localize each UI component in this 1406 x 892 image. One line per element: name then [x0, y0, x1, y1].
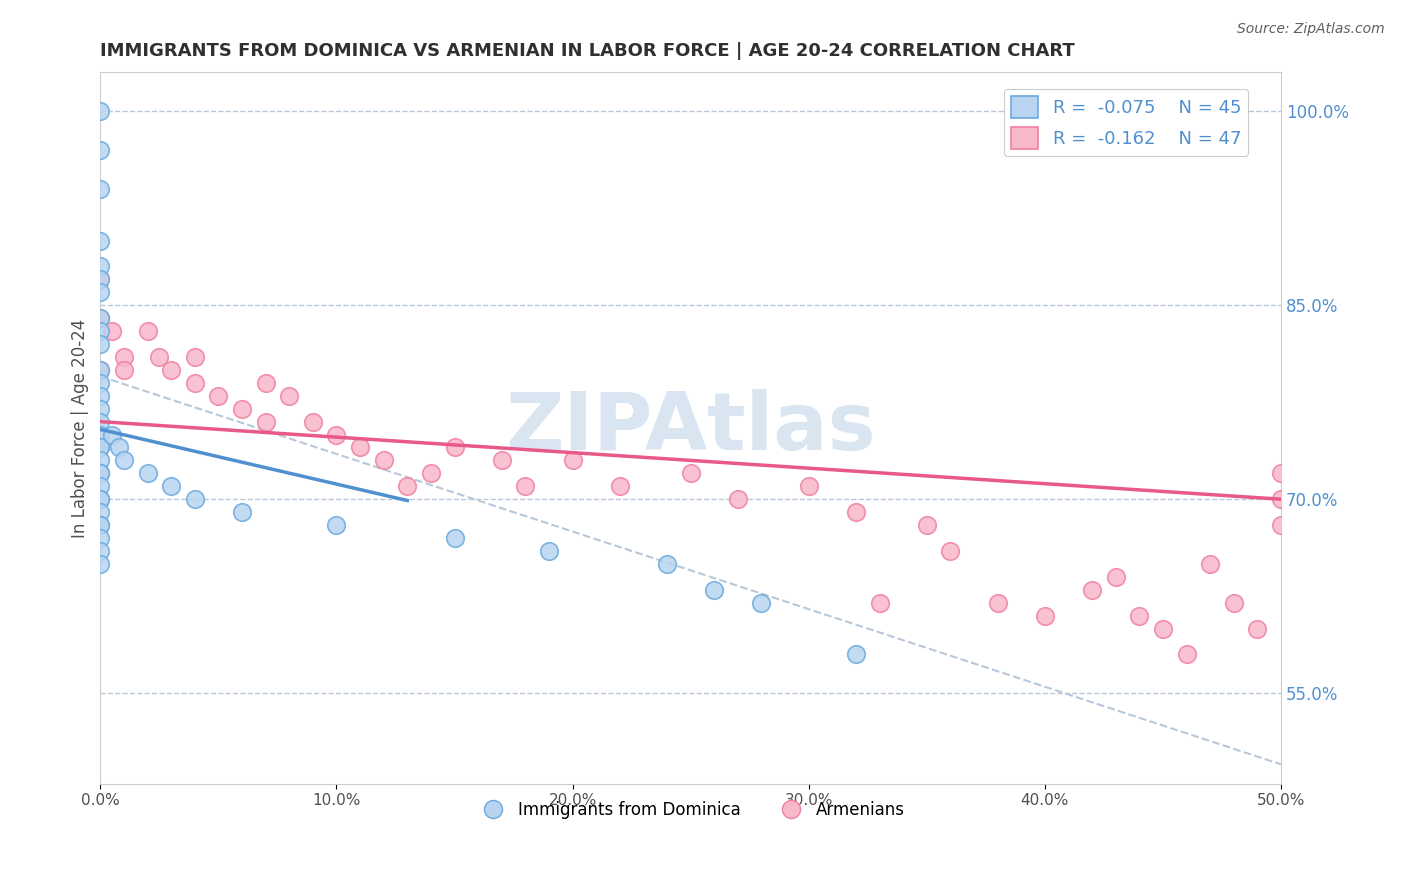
Point: [89, 492, 111, 507]
Point: [89, 441, 111, 455]
Point: [915, 518, 938, 533]
Point: [679, 467, 702, 481]
Point: [89, 260, 111, 274]
Point: [89, 272, 111, 286]
Text: ZIPAtlas: ZIPAtlas: [505, 389, 876, 467]
Point: [1246, 622, 1268, 636]
Point: [349, 441, 371, 455]
Point: [89, 427, 111, 442]
Point: [396, 479, 419, 493]
Point: [184, 492, 207, 507]
Point: [108, 441, 131, 455]
Point: [1222, 596, 1244, 610]
Point: [491, 453, 513, 467]
Point: [254, 376, 277, 390]
Point: [89, 337, 111, 351]
Legend: Immigrants from Dominica, Armenians: Immigrants from Dominica, Armenians: [470, 794, 911, 825]
Point: [89, 389, 111, 403]
Point: [148, 350, 170, 364]
Point: [797, 479, 820, 493]
Text: Source: ZipAtlas.com: Source: ZipAtlas.com: [1237, 22, 1385, 37]
Point: [537, 544, 560, 558]
Point: [89, 492, 111, 507]
Point: [89, 104, 111, 119]
Point: [89, 479, 111, 493]
Point: [1270, 518, 1292, 533]
Point: [160, 363, 183, 377]
Point: [325, 427, 347, 442]
Point: [136, 324, 159, 338]
Point: [443, 441, 465, 455]
Point: [89, 557, 111, 571]
Point: [1199, 557, 1222, 571]
Point: [1175, 648, 1198, 662]
Point: [89, 453, 111, 467]
Point: [1270, 492, 1292, 507]
Point: [1152, 622, 1174, 636]
Point: [609, 479, 631, 493]
Point: [1270, 467, 1292, 481]
Point: [89, 401, 111, 416]
Point: [89, 311, 111, 326]
Point: [89, 467, 111, 481]
Point: [373, 453, 395, 467]
Point: [112, 363, 135, 377]
Point: [89, 272, 111, 286]
Point: [561, 453, 583, 467]
Point: [89, 285, 111, 300]
Point: [325, 518, 347, 533]
Point: [278, 389, 301, 403]
Point: [89, 376, 111, 390]
Point: [727, 492, 749, 507]
Point: [89, 143, 111, 157]
Point: [1081, 582, 1104, 597]
Point: [89, 518, 111, 533]
Point: [845, 505, 868, 519]
Point: [89, 363, 111, 377]
Point: [89, 311, 111, 326]
Point: [443, 531, 465, 545]
Point: [751, 596, 773, 610]
Point: [89, 415, 111, 429]
Point: [89, 324, 111, 338]
Point: [89, 234, 111, 248]
Point: [89, 505, 111, 519]
Point: [231, 505, 253, 519]
Point: [160, 479, 183, 493]
Point: [89, 467, 111, 481]
Point: [845, 648, 868, 662]
Point: [254, 415, 277, 429]
Point: [89, 363, 111, 377]
Y-axis label: In Labor Force | Age 20-24: In Labor Force | Age 20-24: [72, 318, 89, 538]
Point: [101, 427, 124, 442]
Point: [939, 544, 962, 558]
Point: [1317, 751, 1340, 765]
Point: [703, 582, 725, 597]
Point: [101, 324, 124, 338]
Point: [89, 518, 111, 533]
Point: [231, 401, 253, 416]
Point: [655, 557, 678, 571]
Point: [184, 376, 207, 390]
Point: [184, 350, 207, 364]
Point: [419, 467, 441, 481]
Point: [869, 596, 891, 610]
Point: [302, 415, 325, 429]
Point: [136, 467, 159, 481]
Point: [89, 544, 111, 558]
Point: [987, 596, 1010, 610]
Point: [1105, 570, 1128, 584]
Point: [112, 453, 135, 467]
Point: [515, 479, 537, 493]
Point: [89, 182, 111, 196]
Point: [89, 531, 111, 545]
Point: [89, 441, 111, 455]
Point: [1033, 608, 1056, 623]
Point: [1128, 608, 1150, 623]
Point: [207, 389, 229, 403]
Text: IMMIGRANTS FROM DOMINICA VS ARMENIAN IN LABOR FORCE | AGE 20-24 CORRELATION CHAR: IMMIGRANTS FROM DOMINICA VS ARMENIAN IN …: [100, 42, 1076, 60]
Point: [112, 350, 135, 364]
